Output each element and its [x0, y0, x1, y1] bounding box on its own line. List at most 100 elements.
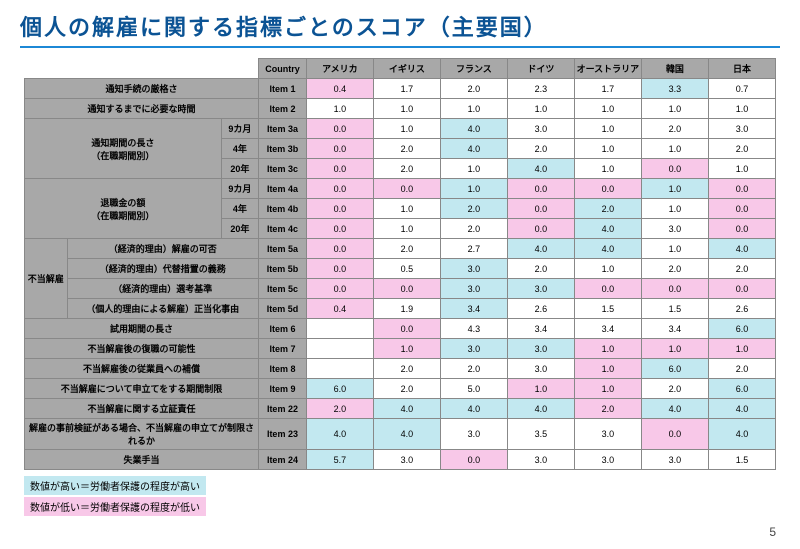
- row-label: 解雇の事前検証がある場合、不当解雇の申立てが制限されるか: [25, 419, 259, 450]
- cell-value: 4.0: [373, 419, 440, 450]
- cell-value: 3.0: [373, 450, 440, 470]
- cell-value: 1.0: [574, 359, 641, 379]
- cell-value: 4.0: [708, 239, 775, 259]
- sub-label: 4年: [221, 199, 258, 219]
- cell-value: 2.7: [440, 239, 507, 259]
- cell-value: 0.0: [373, 279, 440, 299]
- table-row: （経済的理由）代替措置の義務Item 5b0.00.53.02.01.02.02…: [25, 259, 776, 279]
- country-0: アメリカ: [306, 59, 373, 79]
- sub-label: 9カ月: [221, 119, 258, 139]
- country-header: Country: [259, 59, 307, 79]
- table-row: 失業手当Item 245.73.00.03.03.03.01.5: [25, 450, 776, 470]
- table-row: （経済的理由）選考基準Item 5c0.00.03.03.00.00.00.0: [25, 279, 776, 299]
- cell-value: 0.0: [507, 179, 574, 199]
- cell-value: 1.0: [373, 339, 440, 359]
- item-code: Item 5a: [259, 239, 307, 259]
- item-code: Item 24: [259, 450, 307, 470]
- row-label: 不当解雇について申立てをする期間制限: [25, 379, 259, 399]
- cell-value: 3.3: [641, 79, 708, 99]
- cell-value: 1.0: [641, 199, 708, 219]
- cell-value: 0.0: [507, 199, 574, 219]
- cell-value: 3.0: [708, 119, 775, 139]
- cell-value: 4.0: [440, 399, 507, 419]
- cell-value: 2.0: [373, 379, 440, 399]
- cell-value: 1.0: [708, 159, 775, 179]
- cell-value: 2.6: [708, 299, 775, 319]
- item-code: Item 7: [259, 339, 307, 359]
- cell-value: 0.0: [306, 199, 373, 219]
- row-label: （経済的理由）代替措置の義務: [67, 259, 258, 279]
- page-title: 個人の解雇に関する指標ごとのスコア（主要国）: [20, 10, 780, 48]
- cell-value: 3.4: [641, 319, 708, 339]
- cell-value: 1.0: [574, 119, 641, 139]
- cell-value: 2.0: [373, 359, 440, 379]
- cell-value: 0.4: [306, 299, 373, 319]
- cell-value: 1.0: [708, 339, 775, 359]
- score-table: Countryアメリカイギリスフランスドイツオーストラリア韓国日本 通知手続の厳…: [24, 58, 776, 470]
- cell-value: 0.0: [306, 259, 373, 279]
- cell-value: 4.0: [440, 139, 507, 159]
- cell-value: 2.0: [440, 199, 507, 219]
- cell-value: 1.0: [574, 379, 641, 399]
- cell-value: 3.0: [507, 359, 574, 379]
- sub-label: 4年: [221, 139, 258, 159]
- cell-value: 1.0: [641, 339, 708, 359]
- cell-value: 0.0: [373, 319, 440, 339]
- cell-value: 4.0: [708, 419, 775, 450]
- cell-value: 1.0: [641, 99, 708, 119]
- cell-value: 3.0: [440, 419, 507, 450]
- cell-value: 4.0: [373, 399, 440, 419]
- cell-value: 2.0: [373, 159, 440, 179]
- cell-value: 2.0: [306, 399, 373, 419]
- cell-value: 2.0: [708, 259, 775, 279]
- row-label: 通知期間の長さ （在職期間別）: [25, 119, 222, 179]
- item-code: Item 3a: [259, 119, 307, 139]
- cell-value: 0.0: [306, 159, 373, 179]
- cell-value: [306, 319, 373, 339]
- country-3: ドイツ: [507, 59, 574, 79]
- group-label: 不当解雇: [25, 239, 68, 319]
- cell-value: 2.3: [507, 79, 574, 99]
- cell-value: 2.0: [440, 359, 507, 379]
- cell-value: 0.0: [708, 279, 775, 299]
- cell-value: 2.0: [507, 139, 574, 159]
- cell-value: 1.0: [507, 379, 574, 399]
- cell-value: 0.0: [306, 219, 373, 239]
- row-label: 試用期間の長さ: [25, 319, 259, 339]
- cell-value: 2.0: [641, 119, 708, 139]
- cell-value: 2.0: [708, 359, 775, 379]
- cell-value: 4.3: [440, 319, 507, 339]
- cell-value: 5.0: [440, 379, 507, 399]
- cell-value: 1.0: [574, 259, 641, 279]
- cell-value: 2.0: [373, 239, 440, 259]
- cell-value: 2.0: [507, 259, 574, 279]
- item-code: Item 22: [259, 399, 307, 419]
- legend-low: 数値が低い＝労働者保護の程度が低い: [24, 497, 206, 516]
- cell-value: 2.0: [641, 259, 708, 279]
- cell-value: 0.0: [507, 219, 574, 239]
- item-code: Item 9: [259, 379, 307, 399]
- cell-value: 2.0: [574, 199, 641, 219]
- row-label: 通知手続の厳格さ: [25, 79, 259, 99]
- table-row: 不当解雇に関する立証責任Item 222.04.04.04.02.04.04.0: [25, 399, 776, 419]
- cell-value: 3.0: [507, 339, 574, 359]
- cell-value: 0.0: [306, 279, 373, 299]
- cell-value: 1.0: [373, 219, 440, 239]
- row-label: 不当解雇後の従業員への補償: [25, 359, 259, 379]
- country-5: 韓国: [641, 59, 708, 79]
- cell-value: 3.0: [507, 279, 574, 299]
- cell-value: 3.0: [440, 339, 507, 359]
- cell-value: 0.0: [641, 159, 708, 179]
- cell-value: 3.0: [440, 259, 507, 279]
- row-label: 失業手当: [25, 450, 259, 470]
- table-row: 退職金の額 （在職期間別）9カ月Item 4a0.00.01.00.00.01.…: [25, 179, 776, 199]
- cell-value: 1.5: [708, 450, 775, 470]
- cell-value: 4.0: [641, 399, 708, 419]
- cell-value: 1.9: [373, 299, 440, 319]
- cell-value: 1.0: [440, 159, 507, 179]
- cell-value: 3.0: [641, 219, 708, 239]
- country-2: フランス: [440, 59, 507, 79]
- cell-value: 1.0: [641, 179, 708, 199]
- cell-value: 1.5: [574, 299, 641, 319]
- cell-value: 2.0: [574, 399, 641, 419]
